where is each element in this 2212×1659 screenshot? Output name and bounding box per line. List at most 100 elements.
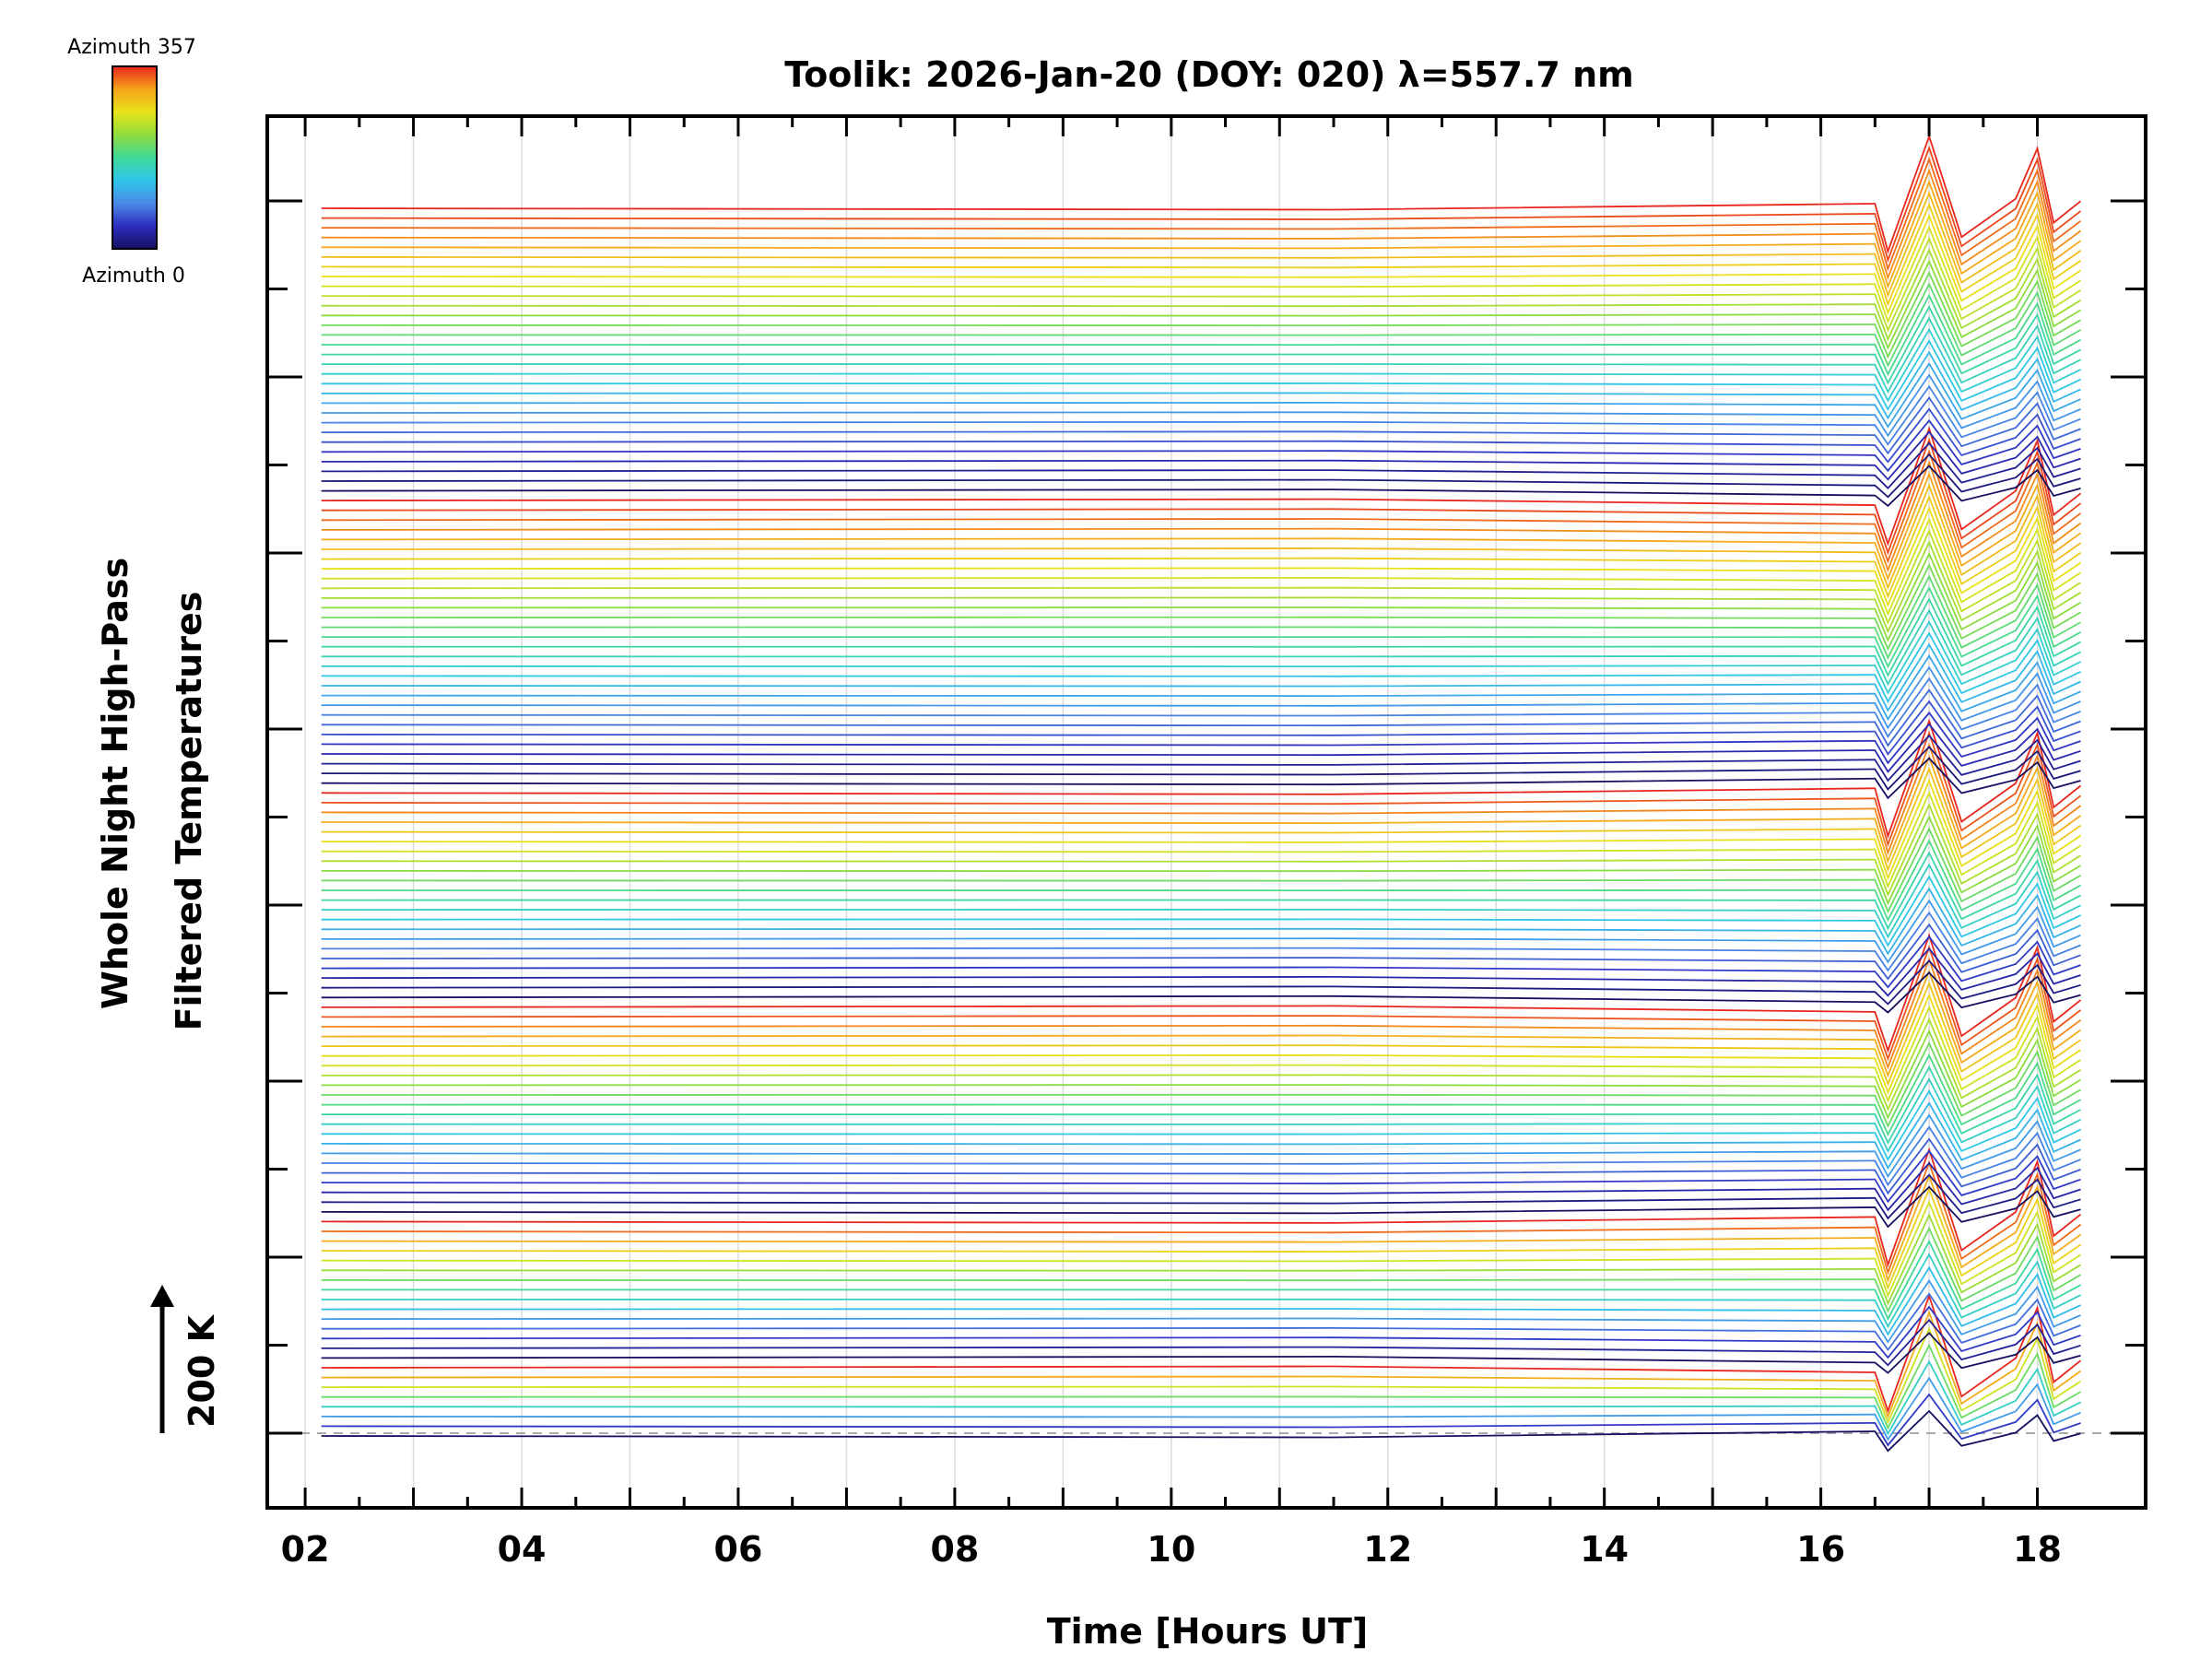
series-line — [321, 540, 2081, 634]
colorbar-bottom-label: Azimuth 0 — [82, 265, 185, 288]
series-line — [321, 653, 2081, 722]
series-line — [321, 851, 2081, 931]
series-line — [321, 969, 2082, 1078]
colorbar: Azimuth 357 Azimuth 0 — [67, 36, 196, 288]
series-line — [321, 168, 2082, 281]
x-tick-labels: 02 04 06 08 10 12 14 16 18 — [281, 1529, 2062, 1570]
series-line — [321, 1305, 2081, 1359]
x-tick-label: 08 — [930, 1529, 979, 1570]
plot-frame — [265, 114, 2147, 1510]
series-line — [321, 574, 2081, 660]
series-line — [321, 700, 2081, 756]
series-line — [321, 350, 2081, 420]
series-line — [321, 339, 2081, 411]
series-lines — [321, 134, 2082, 1453]
series-line — [321, 933, 2082, 1053]
series-line — [321, 449, 2082, 564]
series-line — [321, 887, 2081, 956]
series-line — [321, 407, 2081, 464]
series-line — [321, 718, 2082, 840]
series-line — [321, 971, 2081, 1014]
series-line — [321, 1343, 2081, 1430]
series-line — [321, 453, 2081, 499]
colorbar-top-label: Azimuth 357 — [67, 36, 196, 59]
series-line — [321, 665, 2081, 730]
series-line — [321, 1125, 2081, 1187]
series-line — [321, 754, 2082, 865]
series-line — [321, 1185, 2081, 1229]
series-line — [321, 723, 2081, 773]
series-line — [321, 1226, 2081, 1313]
series-line — [321, 327, 2081, 403]
series-line — [321, 1017, 2081, 1112]
series-line — [321, 191, 2082, 299]
series-line — [321, 441, 2081, 489]
series-line — [321, 1293, 2082, 1414]
series-line — [321, 1292, 2081, 1352]
series-line — [321, 316, 2081, 394]
series-line — [321, 213, 2082, 315]
series-line — [321, 551, 2081, 642]
series-line — [321, 460, 2082, 573]
series-line — [321, 282, 2081, 368]
series-line — [321, 1041, 2081, 1128]
series-line — [321, 642, 2081, 712]
series-line — [321, 1310, 2082, 1419]
series-line — [321, 863, 2081, 939]
series-line — [321, 494, 2082, 599]
series-line — [321, 1359, 2081, 1436]
series-line — [321, 1101, 2081, 1171]
series-line — [321, 506, 2082, 608]
series-line — [321, 790, 2081, 889]
scale-label: 200 K — [182, 1313, 222, 1428]
grid — [304, 116, 2039, 1508]
series-line — [321, 827, 2081, 914]
series-line — [321, 430, 2081, 481]
series-line — [321, 597, 2081, 677]
series-line — [321, 619, 2081, 695]
series-line — [321, 899, 2081, 964]
x-tick-label: 12 — [1363, 1529, 1412, 1570]
x-tick-label: 16 — [1796, 1529, 1845, 1570]
series-line — [321, 677, 2081, 739]
series-line — [321, 730, 2082, 848]
series-line — [321, 947, 2081, 997]
series-line — [321, 465, 2081, 507]
series-line — [321, 757, 2081, 800]
series-line — [321, 746, 2081, 791]
series-line — [321, 134, 2082, 254]
series-line — [321, 1213, 2081, 1306]
series-line — [321, 631, 2081, 704]
scale-arrow-head — [150, 1285, 174, 1307]
series-line — [321, 1065, 2081, 1145]
series-line — [321, 981, 2082, 1087]
x-tick-label: 18 — [2013, 1529, 2062, 1570]
series-line — [321, 959, 2081, 1006]
series-line — [321, 1278, 2081, 1344]
series-line — [321, 157, 2082, 272]
series-line — [321, 236, 2081, 333]
x-tick-label: 06 — [714, 1529, 763, 1570]
series-line — [321, 1077, 2081, 1153]
x-tick-label: 10 — [1147, 1529, 1195, 1570]
series-line — [321, 688, 2081, 747]
series-line — [321, 179, 2082, 289]
x-tick-label: 02 — [281, 1529, 330, 1570]
series-line — [321, 517, 2081, 617]
series-line — [321, 734, 2081, 782]
series-line — [321, 1149, 2081, 1204]
series-line — [321, 742, 2082, 856]
series-line — [321, 815, 2081, 906]
series-line — [321, 957, 2082, 1070]
series-line — [321, 1265, 2081, 1336]
series-line — [321, 766, 2082, 873]
series-line — [321, 711, 2081, 765]
chart-title: Toolik: 2026-Jan-20 (DOY: 020) λ=557.7 n… — [784, 54, 1633, 95]
series-line — [321, 1199, 2081, 1299]
series-line — [321, 803, 2081, 898]
axis-ticks — [267, 116, 2146, 1508]
series-line — [321, 145, 2082, 264]
series-line — [321, 1318, 2081, 1367]
series-line — [321, 923, 2081, 981]
